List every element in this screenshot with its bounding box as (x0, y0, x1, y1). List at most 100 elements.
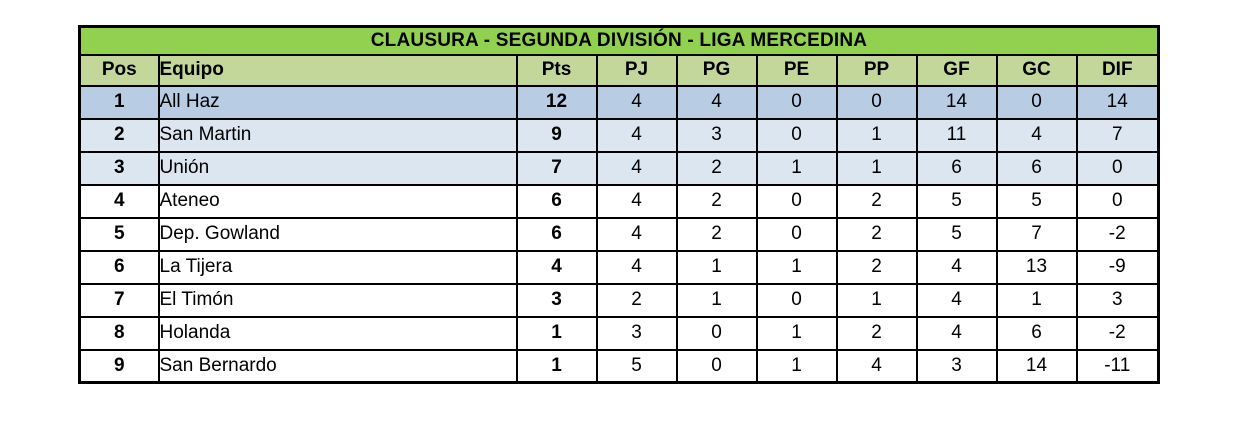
pp-cell: 2 (835, 315, 918, 351)
col-header-pts: Pts (515, 53, 598, 87)
col-header-gf: GF (915, 53, 998, 87)
pos-cell: 6 (78, 249, 160, 285)
pos-cell: 3 (78, 150, 160, 186)
col-header-pg: PG (675, 53, 758, 87)
pp-cell: 2 (835, 183, 918, 219)
pe-cell: 0 (755, 117, 838, 153)
gf-cell: 4 (915, 315, 998, 351)
pos-cell: 2 (78, 117, 160, 153)
table-row: 8 Holanda 1 3 0 1 2 4 6 -2 (78, 315, 1160, 351)
pos-cell: 7 (78, 282, 160, 318)
pe-cell: 1 (755, 150, 838, 186)
pp-cell: 0 (835, 84, 918, 120)
equipo-cell: All Haz (157, 84, 518, 120)
table-row: 7 El Timón 3 2 1 0 1 4 1 3 (78, 282, 1160, 318)
pj-cell: 4 (595, 183, 678, 219)
pos-cell: 4 (78, 183, 160, 219)
pg-cell: 2 (675, 216, 758, 252)
gf-cell: 14 (915, 84, 998, 120)
gf-cell: 5 (915, 216, 998, 252)
pj-cell: 4 (595, 84, 678, 120)
pe-cell: 0 (755, 216, 838, 252)
gc-cell: 0 (995, 84, 1078, 120)
table-row: 2 San Martin 9 4 3 0 1 11 4 7 (78, 117, 1160, 153)
pe-cell: 0 (755, 183, 838, 219)
equipo-cell: San Bernardo (157, 348, 518, 384)
pe-cell: 0 (755, 84, 838, 120)
table-row: 9 San Bernardo 1 5 0 1 4 3 14 -11 (78, 348, 1160, 384)
pts-cell: 6 (515, 216, 598, 252)
pg-cell: 2 (675, 150, 758, 186)
pj-cell: 2 (595, 282, 678, 318)
standings-body: 1 All Haz 12 4 4 0 0 14 0 14 2 San Martin 9 4 3 0 1 11 4 7 3… (78, 84, 1160, 384)
gc-cell: 13 (995, 249, 1078, 285)
pj-cell: 5 (595, 348, 678, 384)
gc-cell: 4 (995, 117, 1078, 153)
equipo-cell: Holanda (157, 315, 518, 351)
pts-cell: 1 (515, 348, 598, 384)
pg-cell: 0 (675, 348, 758, 384)
dif-cell: -2 (1075, 216, 1160, 252)
col-header-dif: DIF (1075, 53, 1160, 87)
pts-cell: 7 (515, 150, 598, 186)
gf-cell: 4 (915, 249, 998, 285)
pg-cell: 1 (675, 282, 758, 318)
pj-cell: 3 (595, 315, 678, 351)
dif-cell: 0 (1075, 183, 1160, 219)
pe-cell: 1 (755, 348, 838, 384)
col-header-pos: Pos (78, 53, 160, 87)
gf-cell: 6 (915, 150, 998, 186)
dif-cell: -9 (1075, 249, 1160, 285)
equipo-cell: La Tijera (157, 249, 518, 285)
dif-cell: 7 (1075, 117, 1160, 153)
pj-cell: 4 (595, 249, 678, 285)
gf-cell: 11 (915, 117, 998, 153)
pos-cell: 1 (78, 84, 160, 120)
col-header-gc: GC (995, 53, 1078, 87)
pe-cell: 0 (755, 282, 838, 318)
table-row: 6 La Tijera 4 4 1 1 2 4 13 -9 (78, 249, 1160, 285)
pp-cell: 4 (835, 348, 918, 384)
table-row: 3 Unión 7 4 2 1 1 6 6 0 (78, 150, 1160, 186)
header-row: Pos Equipo Pts PJ PG PE PP GF GC DIF (78, 53, 1160, 87)
table-title: CLAUSURA - SEGUNDA DIVISIÓN - LIGA MERCE… (78, 25, 1160, 56)
col-header-equipo: Equipo (157, 53, 518, 87)
pp-cell: 2 (835, 216, 918, 252)
pts-cell: 4 (515, 249, 598, 285)
pg-cell: 4 (675, 84, 758, 120)
dif-cell: -2 (1075, 315, 1160, 351)
gc-cell: 6 (995, 150, 1078, 186)
gc-cell: 1 (995, 282, 1078, 318)
table-row: 1 All Haz 12 4 4 0 0 14 0 14 (78, 84, 1160, 120)
pp-cell: 1 (835, 282, 918, 318)
pts-cell: 6 (515, 183, 598, 219)
pos-cell: 9 (78, 348, 160, 384)
pg-cell: 0 (675, 315, 758, 351)
standings-table: CLAUSURA - SEGUNDA DIVISIÓN - LIGA MERCE… (78, 25, 1160, 384)
pp-cell: 1 (835, 117, 918, 153)
pe-cell: 1 (755, 315, 838, 351)
equipo-cell: Dep. Gowland (157, 216, 518, 252)
pg-cell: 2 (675, 183, 758, 219)
equipo-cell: Ateneo (157, 183, 518, 219)
equipo-cell: San Martin (157, 117, 518, 153)
pg-cell: 1 (675, 249, 758, 285)
gc-cell: 6 (995, 315, 1078, 351)
gc-cell: 14 (995, 348, 1078, 384)
pp-cell: 2 (835, 249, 918, 285)
col-header-pe: PE (755, 53, 838, 87)
pos-cell: 8 (78, 315, 160, 351)
pts-cell: 3 (515, 282, 598, 318)
equipo-cell: El Timón (157, 282, 518, 318)
pts-cell: 12 (515, 84, 598, 120)
dif-cell: -11 (1075, 348, 1160, 384)
pp-cell: 1 (835, 150, 918, 186)
pts-cell: 1 (515, 315, 598, 351)
table-row: 4 Ateneo 6 4 2 0 2 5 5 0 (78, 183, 1160, 219)
gf-cell: 4 (915, 282, 998, 318)
gf-cell: 5 (915, 183, 998, 219)
col-header-pj: PJ (595, 53, 678, 87)
dif-cell: 0 (1075, 150, 1160, 186)
pj-cell: 4 (595, 117, 678, 153)
